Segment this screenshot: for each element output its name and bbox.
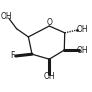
Text: OH: OH xyxy=(77,46,89,55)
Text: F: F xyxy=(11,51,15,60)
Text: OH: OH xyxy=(1,12,13,21)
Text: OH: OH xyxy=(44,72,55,81)
Text: OH: OH xyxy=(76,25,88,34)
Text: O: O xyxy=(46,18,52,27)
